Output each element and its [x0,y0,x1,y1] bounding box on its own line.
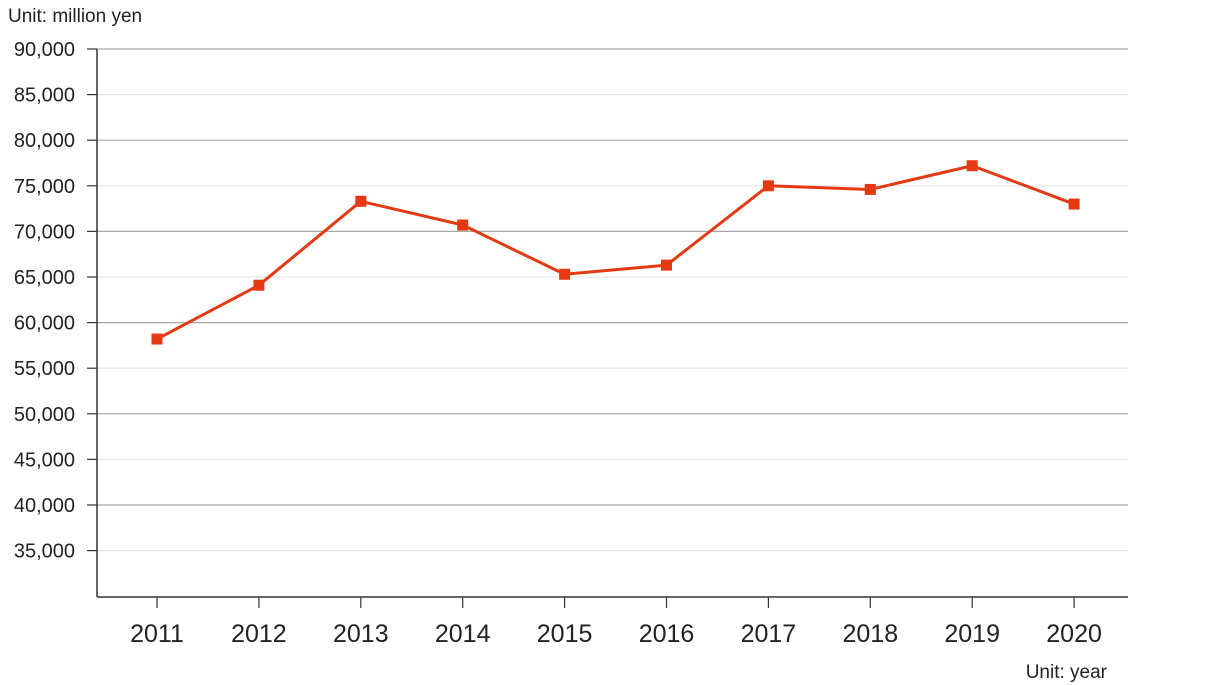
data-point-2017 [762,180,774,192]
y-tick-label: 85,000 [14,85,75,107]
y-tick-label: 90,000 [14,39,75,61]
x-tick-label: 2018 [842,620,898,648]
x-tick-label: 2020 [1046,620,1102,648]
y-tick-label: 50,000 [14,404,75,426]
y-tick-label: 40,000 [14,495,75,517]
x-tick-label: 2013 [333,620,389,648]
x-tick-label: 2011 [130,620,184,648]
y-tick-label: 70,000 [14,221,75,243]
data-point-2011 [151,333,163,345]
y-tick-label: 80,000 [14,130,75,152]
y-unit-label: Unit: million yen [8,6,142,27]
series-line [156,164,1075,341]
x-tick-label: 2016 [639,620,695,648]
x-axis-tick-labels: 2011 2012 2013 2014 2015 2016 2017 2018 2019 2020 [130,620,1102,648]
y-tick-label: 60,000 [14,313,75,335]
x-unit-label: Unit: year [1026,662,1108,683]
data-point-2018 [864,183,876,195]
data-point-2016 [661,259,672,271]
x-tick-label: 2014 [435,620,491,648]
grid-lines [97,48,1128,552]
data-point-2014 [457,219,469,231]
data-point-2012 [253,279,265,291]
y-tick-label: 45,000 [14,449,75,471]
x-tick-label: 2019 [944,620,1000,648]
series-group [151,160,1080,345]
x-tick-label: 2012 [231,620,287,648]
data-point-2020 [1068,198,1080,210]
x-tick-label: 2015 [537,620,593,648]
axes [87,48,1128,608]
data-point-2013 [355,195,367,207]
y-tick-label: 75,000 [14,176,75,198]
y-tick-label: 55,000 [14,358,75,380]
y-tick-label: 65,000 [14,267,75,289]
y-tick-label: 35,000 [14,541,75,563]
data-point-2015 [559,268,571,280]
y-axis-tick-labels: 35,000 40,000 45,000 50,000 55,000 60,000 65,0… [14,39,75,563]
data-point-2019 [966,160,978,172]
x-tick-label: 2017 [741,620,797,648]
